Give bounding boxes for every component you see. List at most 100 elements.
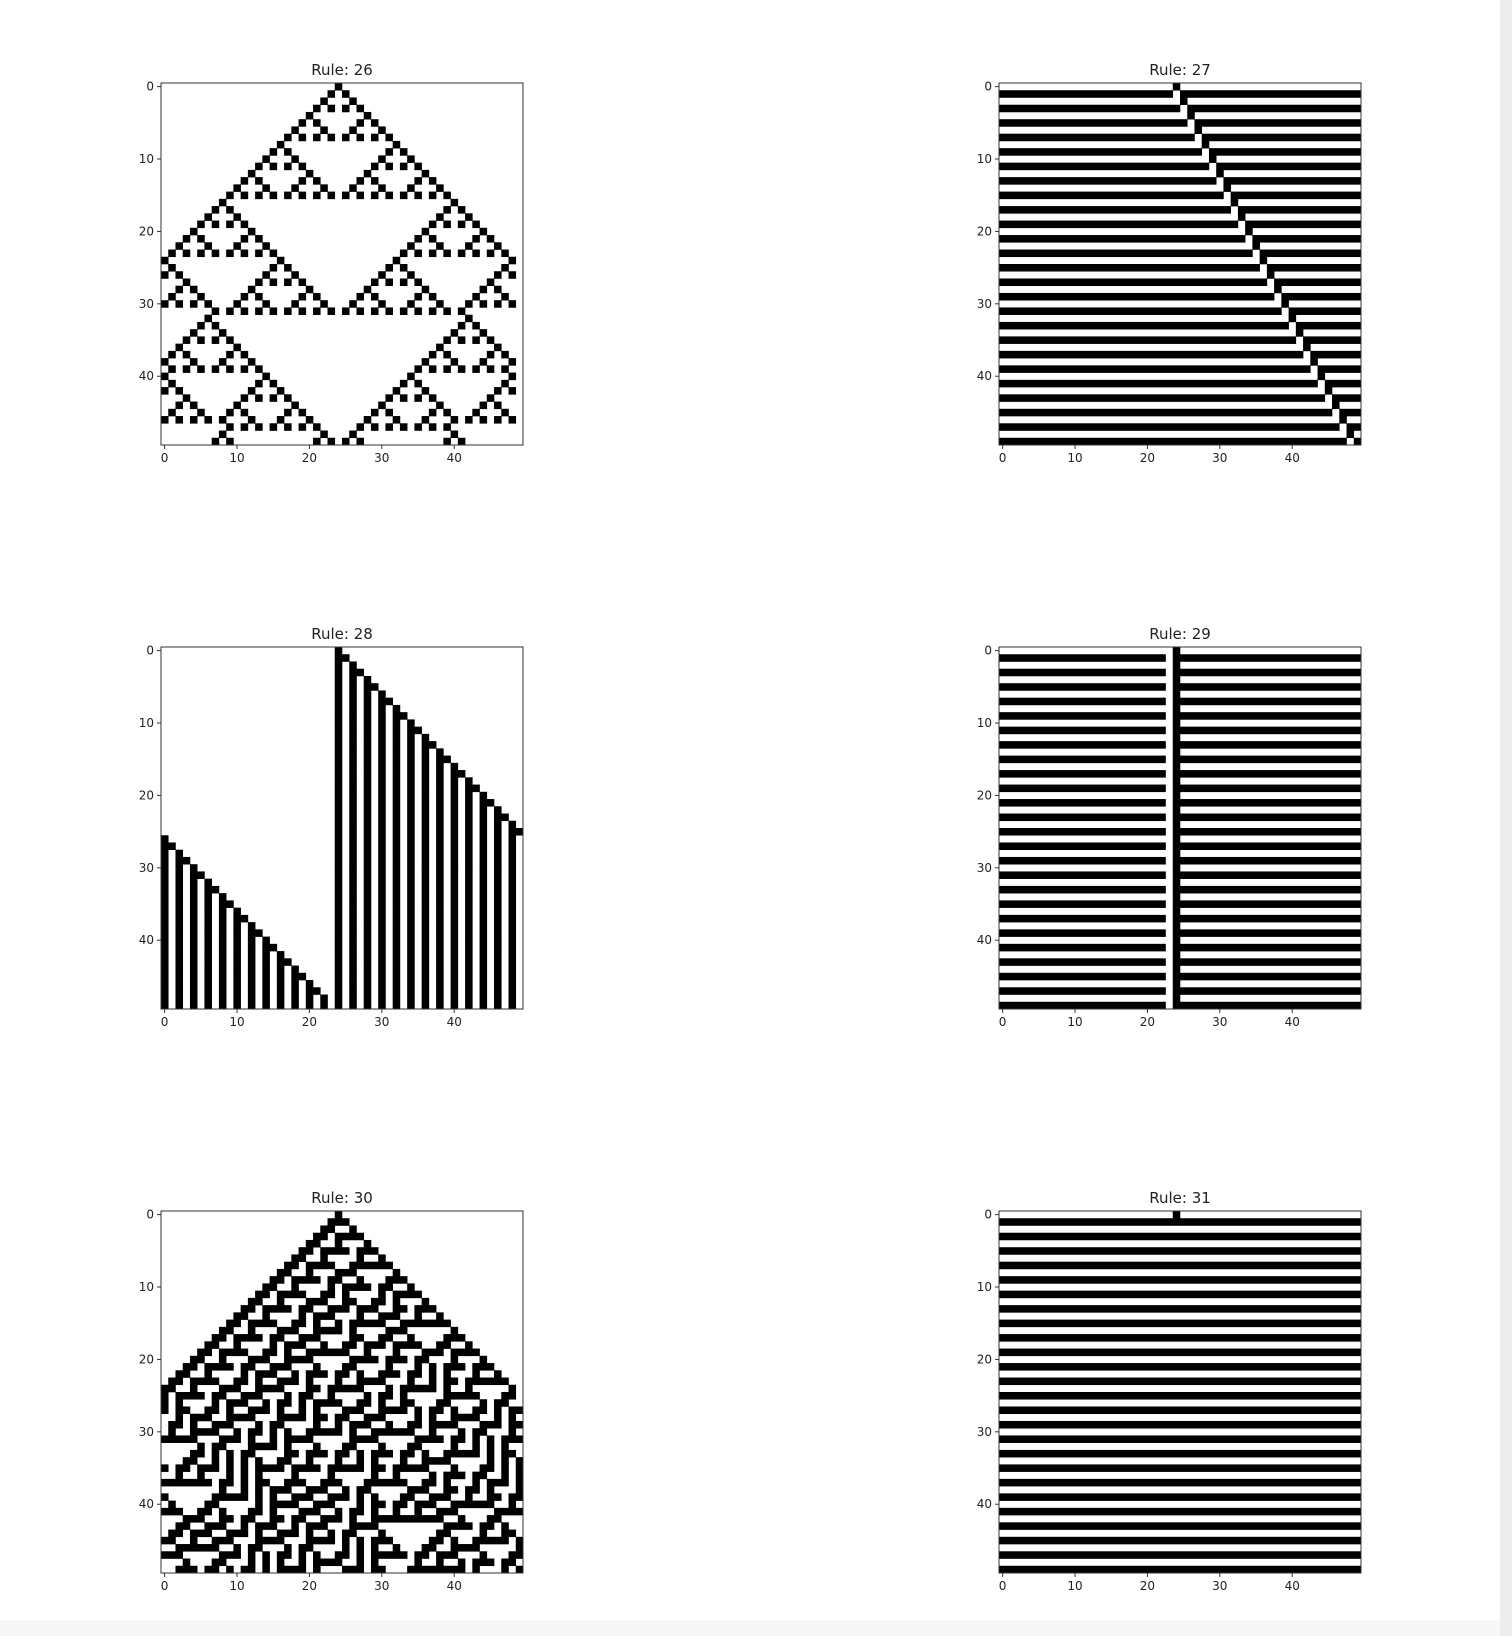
cell-run (175, 1471, 184, 1480)
cell-run (334, 878, 343, 887)
cell-run (508, 1428, 517, 1436)
cell-run (436, 1001, 444, 1010)
cell-run (999, 1001, 1166, 1010)
cell-run (189, 936, 198, 945)
cell-run (356, 307, 365, 315)
cell-run (436, 929, 444, 937)
cell-run (472, 365, 480, 373)
cell-run (218, 430, 227, 439)
cell-run (334, 864, 343, 872)
cell-run (349, 719, 357, 727)
cell-run (407, 784, 415, 793)
cell-run (197, 1442, 205, 1451)
cell-run (392, 1464, 430, 1472)
cell-run (363, 726, 372, 735)
cell-grid (161, 647, 524, 1010)
cell-run (161, 416, 169, 424)
cell-run (161, 893, 169, 901)
cell-run (313, 1406, 321, 1415)
cell-run (233, 242, 241, 250)
cell-run (407, 741, 415, 749)
cell-run (204, 893, 212, 901)
cell-run (392, 1268, 401, 1277)
cell-run (291, 126, 299, 134)
cell-run (407, 987, 415, 995)
cell-run (305, 1370, 328, 1378)
cell-run (240, 1305, 256, 1313)
cell-run (363, 958, 372, 966)
cell-run (999, 1334, 1362, 1342)
cell-run (298, 1544, 314, 1552)
cell-run (479, 871, 488, 879)
cell-run (486, 365, 495, 373)
cell-run (443, 307, 451, 315)
cell-run (349, 820, 357, 829)
cell-run (1172, 813, 1362, 822)
cell-run (407, 791, 415, 800)
cell-run (472, 1471, 488, 1480)
cell-run (370, 1471, 379, 1480)
cell-run (450, 893, 459, 901)
cell-run (349, 951, 357, 959)
cell-run (392, 842, 401, 851)
cell-run (465, 885, 473, 894)
cell-run (436, 762, 444, 771)
cell-run (428, 350, 437, 359)
cell-run (392, 762, 401, 771)
cell-run (233, 343, 241, 352)
cell-run (363, 712, 372, 720)
cell-run (175, 856, 191, 865)
cell-run (999, 1536, 1362, 1545)
cell-run (421, 885, 430, 894)
cell-run (218, 1515, 234, 1523)
cell-run (313, 1565, 321, 1574)
cell-run (182, 1515, 205, 1523)
cell-run (269, 278, 278, 287)
cell-run (450, 987, 459, 995)
cell-run (233, 965, 241, 974)
cell-run (218, 972, 227, 981)
cell-run (334, 1457, 343, 1465)
x-tick-label: 10 (229, 1579, 244, 1593)
cell-run (1172, 842, 1362, 851)
cell-run (226, 408, 234, 417)
cell-run (385, 1363, 393, 1371)
cell-run (276, 387, 285, 395)
cell-run (472, 220, 480, 229)
cell-run (999, 1377, 1362, 1386)
cell-run (407, 936, 415, 945)
y-tick-label: 40 (977, 369, 992, 383)
cell-run (356, 104, 365, 113)
cell-run (436, 791, 444, 800)
cell-run (247, 285, 256, 294)
cell-run (436, 871, 444, 879)
cell-run (479, 416, 488, 424)
cell-run (284, 191, 292, 200)
cell-run (407, 929, 415, 937)
cell-run (305, 1261, 336, 1270)
cell-run (204, 943, 212, 952)
cell-run (356, 1500, 365, 1509)
y-tick-label: 20 (977, 788, 992, 802)
cell-run (999, 1247, 1362, 1255)
cell-run (392, 1544, 401, 1552)
cell-run (189, 980, 198, 988)
cell-run (450, 871, 459, 879)
cell-run (392, 1297, 401, 1306)
cell-run (414, 307, 422, 315)
cell-run (284, 307, 292, 315)
cell-run (218, 951, 227, 959)
cell-run (399, 249, 408, 258)
cell-run (356, 1551, 365, 1559)
cell-run (392, 777, 401, 785)
cell-run (421, 770, 430, 778)
cell-run (421, 864, 430, 872)
cell-run (204, 922, 212, 930)
y-tick-label: 10 (139, 152, 154, 166)
cell-run (385, 191, 393, 200)
cell-run (392, 741, 401, 749)
cell-run (305, 1377, 314, 1386)
cell-run (334, 1239, 343, 1248)
cell-run (262, 242, 270, 250)
cell-run (421, 871, 430, 879)
